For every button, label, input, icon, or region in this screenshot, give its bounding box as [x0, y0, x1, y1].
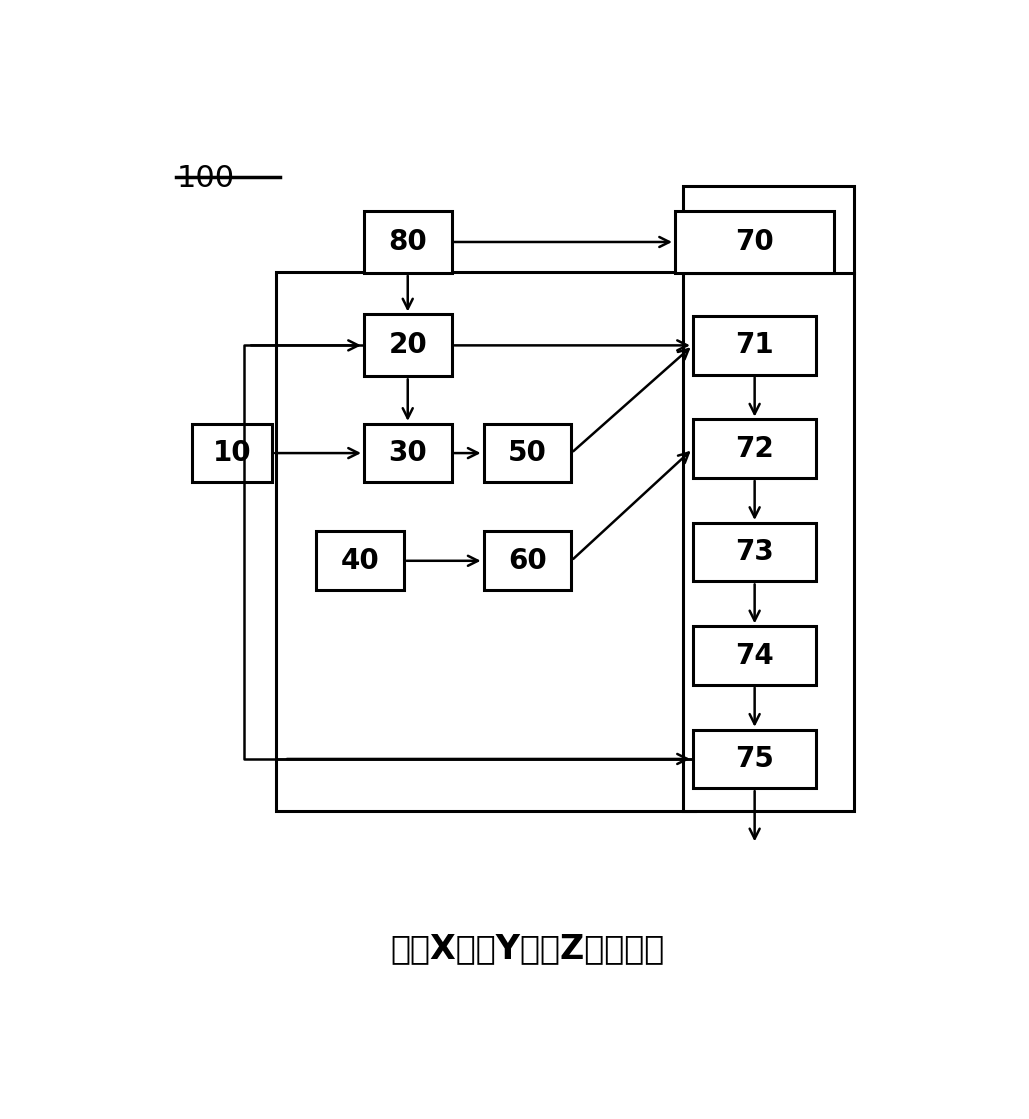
- Text: 50: 50: [508, 439, 546, 467]
- Bar: [484, 532, 571, 590]
- Bar: [364, 424, 452, 482]
- Text: 71: 71: [736, 331, 774, 359]
- Bar: [276, 272, 695, 810]
- Text: 20: 20: [388, 331, 427, 359]
- Text: 75: 75: [735, 745, 774, 773]
- Bar: [192, 424, 272, 482]
- Bar: [364, 314, 452, 376]
- Text: 74: 74: [736, 641, 774, 669]
- Text: 补偽X轴、Y轴或Z轴热位移: 补偽X轴、Y轴或Z轴热位移: [390, 932, 665, 965]
- Bar: [683, 186, 854, 810]
- Bar: [693, 316, 816, 375]
- Bar: [693, 730, 816, 788]
- Text: 70: 70: [736, 228, 774, 256]
- Text: 30: 30: [388, 439, 427, 467]
- Text: 73: 73: [736, 538, 774, 566]
- Text: 10: 10: [213, 439, 252, 467]
- Bar: [675, 211, 835, 273]
- Text: 72: 72: [736, 435, 774, 463]
- Bar: [484, 424, 571, 482]
- Bar: [693, 420, 816, 478]
- Bar: [316, 532, 403, 590]
- Text: 80: 80: [388, 228, 427, 256]
- Bar: [364, 211, 452, 273]
- Text: 100: 100: [177, 164, 235, 194]
- Text: 60: 60: [508, 547, 546, 575]
- Bar: [693, 523, 816, 582]
- Text: 40: 40: [341, 547, 380, 575]
- Bar: [693, 627, 816, 685]
